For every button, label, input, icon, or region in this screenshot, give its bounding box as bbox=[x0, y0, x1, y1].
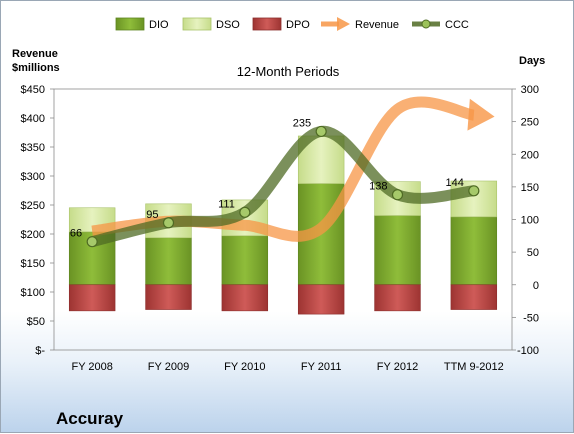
bar-dio bbox=[450, 216, 498, 286]
bar-dpo bbox=[221, 284, 269, 312]
left-tick-label: $250 bbox=[21, 200, 45, 212]
category-label: FY 2012 bbox=[377, 361, 418, 373]
chart-title: 12-Month Periods bbox=[237, 64, 340, 79]
ccc-point bbox=[315, 125, 327, 138]
right-tick-label: 200 bbox=[521, 149, 539, 161]
bar-dpo bbox=[145, 284, 192, 310]
ccc-data-label: 66 bbox=[70, 228, 82, 240]
left-tick-label: $200 bbox=[21, 229, 45, 241]
ccc-point bbox=[162, 217, 175, 229]
bar-dpo bbox=[374, 284, 421, 312]
left-tick-label: $300 bbox=[21, 171, 45, 183]
ccc-data-label: 235 bbox=[293, 117, 311, 129]
right-tick-label: 50 bbox=[527, 247, 539, 259]
ccc-data-label: 111 bbox=[218, 198, 235, 210]
legend-dpo-label: DPO bbox=[286, 19, 310, 31]
right-tick-label: -100 bbox=[517, 345, 539, 357]
category-axis: FY 2008 FY 2009 FY 2010 FY 2011 FY 2012 TTM 9… bbox=[71, 361, 503, 373]
ccc-point bbox=[391, 189, 404, 201]
bar-dpo bbox=[297, 284, 345, 315]
legend-ccc-swatch bbox=[412, 19, 440, 29]
bar-dpo bbox=[450, 284, 498, 310]
right-axis-label: Days bbox=[519, 55, 545, 67]
left-tick-label: $450 bbox=[21, 84, 45, 96]
ccc-point bbox=[468, 185, 480, 197]
left-tick-label: $- bbox=[35, 345, 45, 357]
legend-dpo-swatch bbox=[252, 17, 282, 31]
company-name: Accuray bbox=[56, 409, 124, 428]
ccc-data-label: 144 bbox=[445, 177, 463, 189]
legend-revenue-swatch bbox=[321, 17, 350, 31]
left-tick-label: $50 bbox=[27, 316, 45, 328]
left-axis: $450 $400 $350 $300 $250 $200 $150 $100 $50 $- bbox=[21, 84, 54, 357]
plot-area bbox=[53, 88, 513, 351]
right-tick-label: 0 bbox=[533, 280, 539, 292]
right-tick-label: 150 bbox=[521, 182, 539, 194]
ccc-data-label: 138 bbox=[369, 181, 387, 193]
bar-dpo bbox=[68, 284, 116, 312]
right-tick-label: 100 bbox=[521, 215, 539, 227]
left-axis-label-line1: Revenue bbox=[12, 48, 58, 60]
legend-dio-swatch bbox=[115, 17, 145, 31]
left-axis-label-line2: $millions bbox=[12, 62, 60, 74]
left-tick-label: $400 bbox=[21, 113, 45, 125]
data-labels: 66 95 111 235 138 144 bbox=[70, 117, 464, 239]
bar-dio bbox=[145, 237, 192, 286]
legend-dio-label: DIO bbox=[149, 19, 169, 31]
left-tick-label: $350 bbox=[21, 142, 45, 154]
legend: DIO DSO DPO Revenue CCC bbox=[115, 17, 469, 31]
bar-dio bbox=[374, 215, 421, 286]
left-tick-label: $100 bbox=[21, 287, 45, 299]
category-label: FY 2010 bbox=[224, 361, 265, 373]
right-tick-label: 300 bbox=[521, 84, 539, 96]
revenue-arrowhead bbox=[467, 98, 495, 131]
ccc-data-label: 95 bbox=[146, 209, 158, 221]
legend-dso-swatch bbox=[182, 17, 212, 31]
right-tick-label: -50 bbox=[523, 312, 539, 324]
left-tick-label: $150 bbox=[21, 258, 45, 270]
ccc-point bbox=[239, 206, 251, 218]
line-series bbox=[86, 96, 495, 248]
legend-dso-label: DSO bbox=[216, 19, 240, 31]
right-tick-label: 250 bbox=[521, 117, 539, 129]
category-label: FY 2008 bbox=[71, 361, 112, 373]
category-label: FY 2011 bbox=[301, 361, 342, 373]
ccc-point bbox=[86, 236, 98, 248]
right-axis: 300 250 200 150 100 50 0 -50 -100 bbox=[512, 84, 539, 357]
legend-revenue-label: Revenue bbox=[355, 19, 399, 31]
legend-ccc-label: CCC bbox=[445, 19, 469, 31]
category-label: FY 2009 bbox=[148, 361, 189, 373]
bar-dio bbox=[221, 235, 269, 286]
category-label: TTM 9-2012 bbox=[444, 361, 504, 373]
